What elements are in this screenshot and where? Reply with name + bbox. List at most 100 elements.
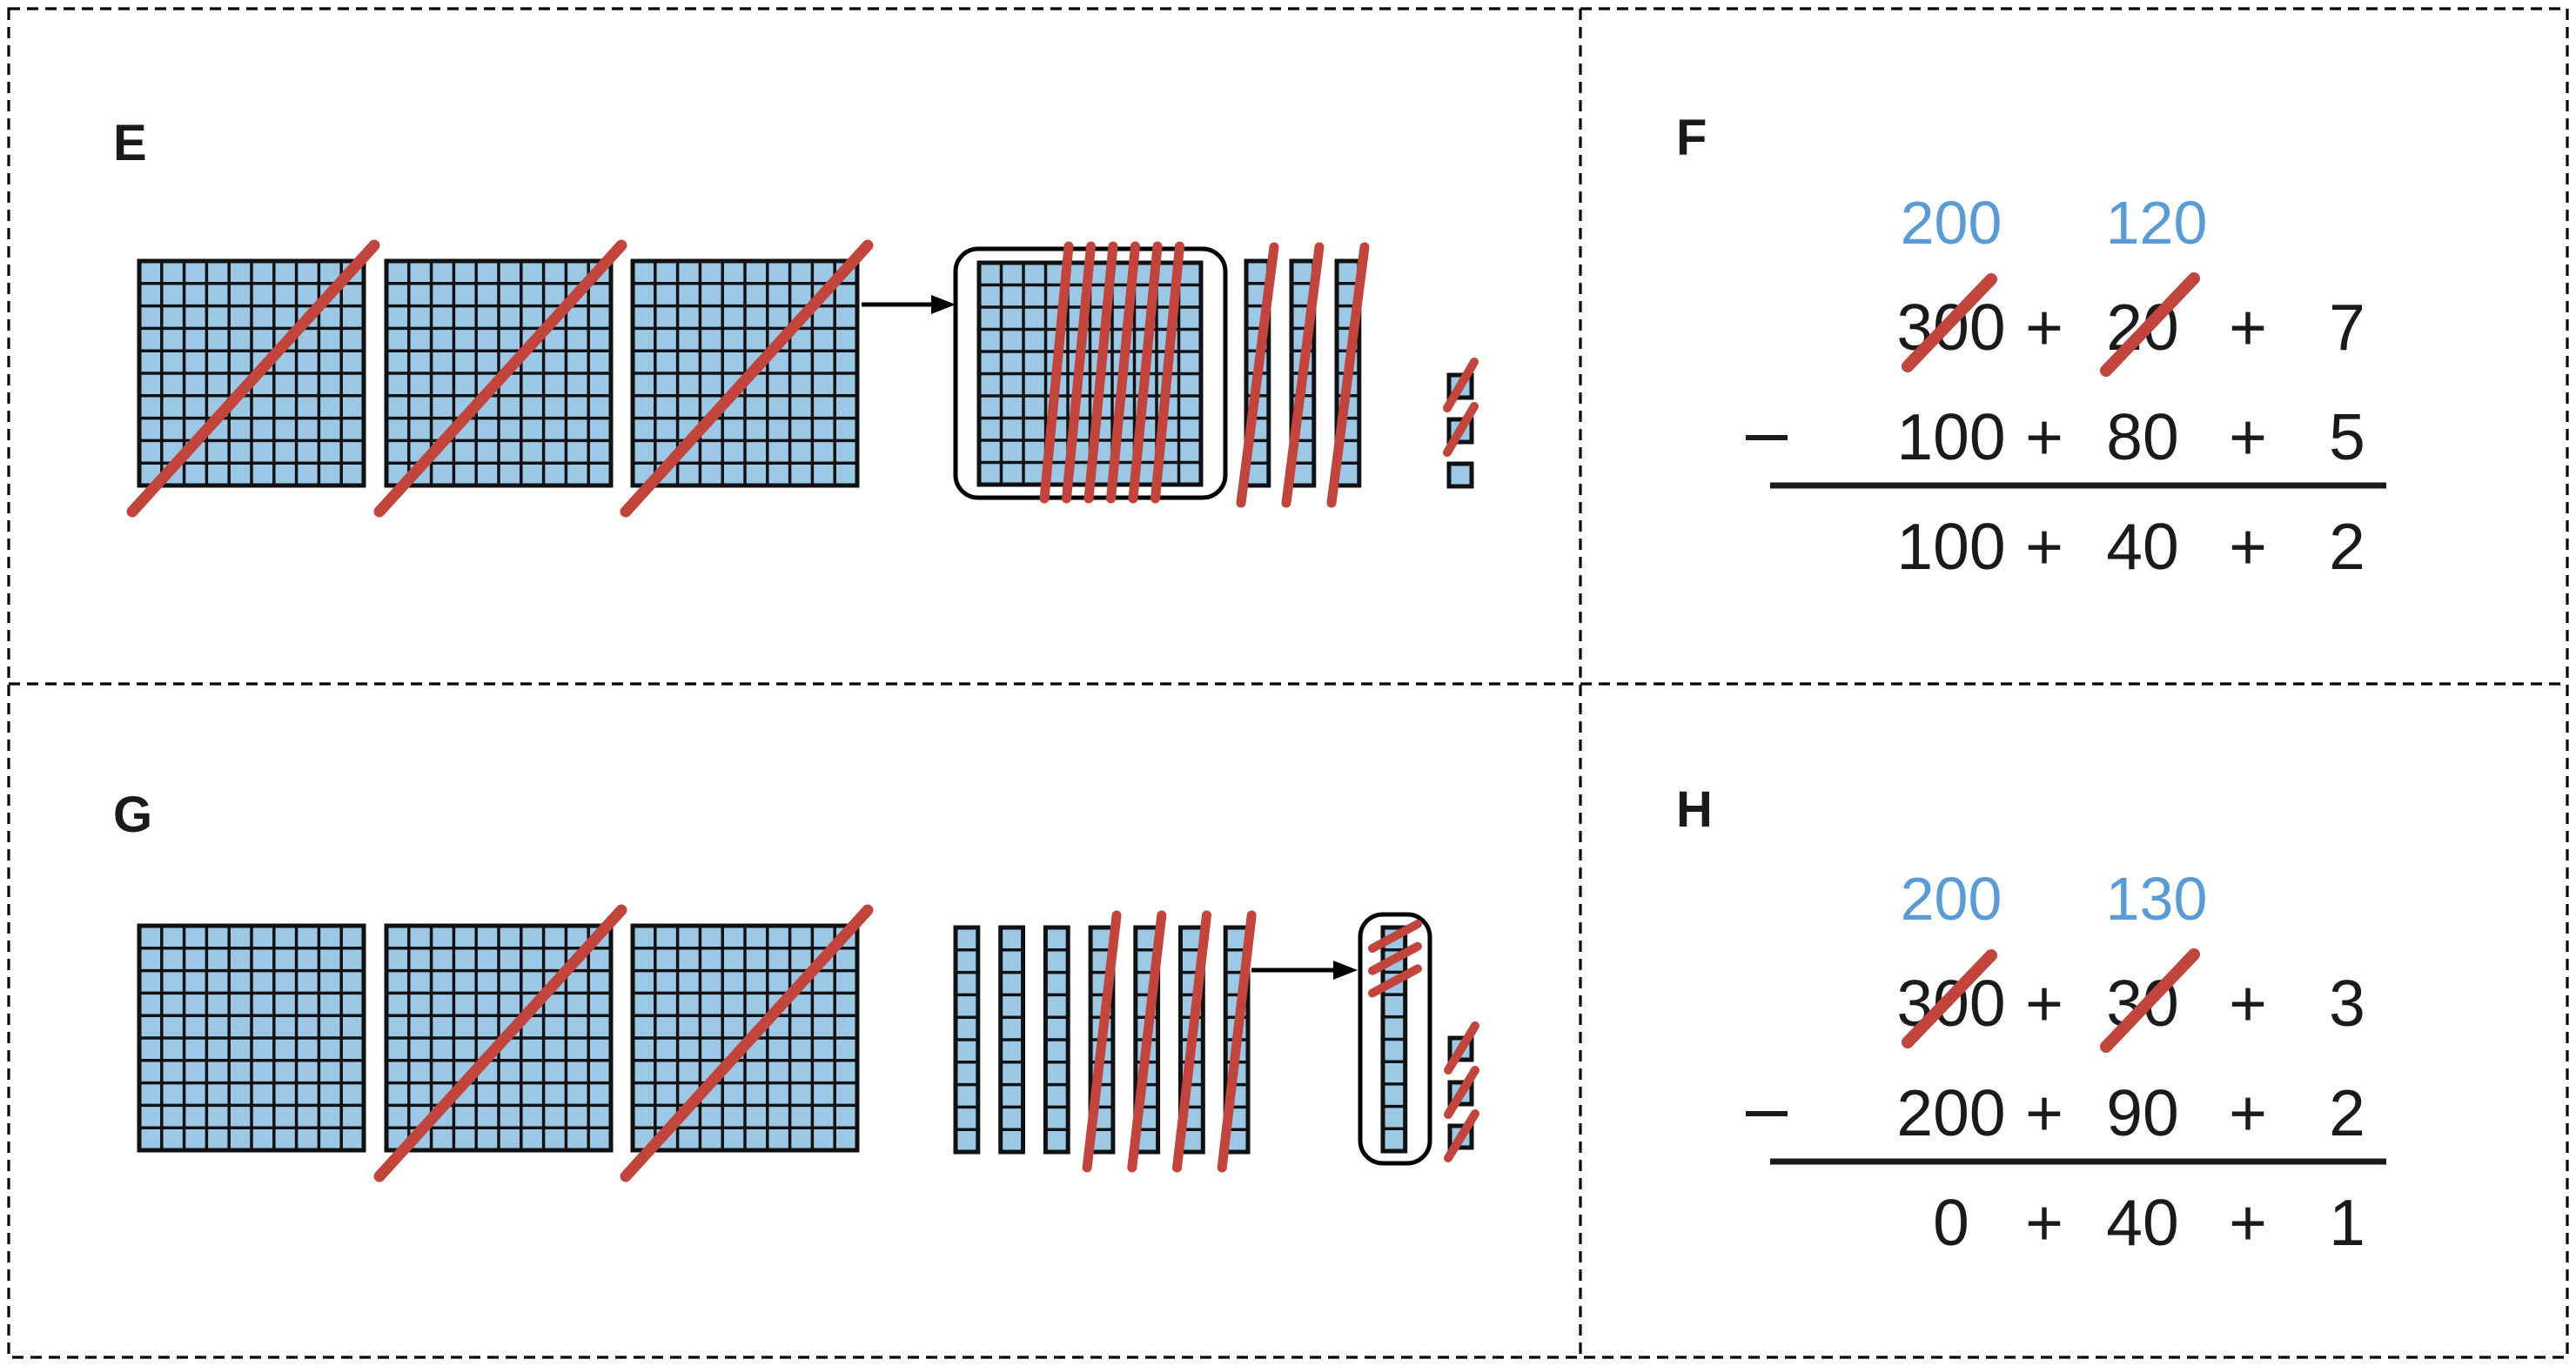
decomposed-ten-cross-slash [1150, 241, 1184, 504]
tens-rod-border [1088, 925, 1116, 1155]
ones-unit-border [1447, 1123, 1474, 1150]
arrow-head-icon [1333, 961, 1358, 980]
tens-rod-border [1244, 258, 1271, 488]
panel-e-label: E [113, 115, 147, 171]
plus-sign: + [2025, 510, 2063, 583]
decomposed-ten-cross-slash [1106, 241, 1140, 504]
ones-unit-border [1446, 461, 1474, 489]
ten-cross-slash [1127, 910, 1167, 1173]
ten-cross-slash [1281, 242, 1325, 508]
plus-sign: + [2025, 967, 2063, 1040]
decomposed-one-cross-slash [1368, 941, 1422, 975]
plus-sign: + [2229, 291, 2267, 364]
plus-sign: + [2229, 510, 2267, 583]
tens-rod-border [1223, 925, 1251, 1155]
subtrahend-ones: 5 [2329, 400, 2365, 473]
tens-rod-border [1043, 925, 1070, 1155]
outer-dashed-border [7, 7, 2569, 1359]
hundreds-block [384, 923, 614, 1153]
difference-tens: 40 [2106, 510, 2178, 583]
plus-sign: + [2229, 1186, 2267, 1259]
tens-rod [1043, 925, 1070, 1155]
tens-rod [998, 925, 1025, 1155]
minuend-tens-cross-slash [2100, 272, 2200, 377]
hundred-cross-slash [373, 239, 627, 518]
decompose-hundred-arrow [862, 295, 956, 314]
ten-cross-slash [1326, 242, 1370, 508]
one-cross-slash [1443, 402, 1479, 457]
difference-ones: 2 [2329, 510, 2365, 583]
difference-ones: 1 [2329, 1186, 2365, 1259]
decomposed-ten-cross-slash [1128, 241, 1163, 504]
ten-cross-slash [1172, 910, 1211, 1173]
ones-unit-fill [1449, 464, 1472, 486]
minuend-tens-cross-slash [2100, 948, 2200, 1053]
panel-e-block-model [126, 239, 1479, 518]
one-cross-slash [1444, 1021, 1479, 1075]
one-cross-slash [1444, 1066, 1479, 1119]
hundred-cross-slash [373, 904, 627, 1182]
hundreds-block-border [630, 923, 860, 1153]
minuend-hundreds-cross-slash [1902, 949, 1997, 1048]
plus-sign: + [2025, 1186, 2063, 1259]
hundreds-block-border [137, 258, 366, 488]
decomposed-ten-cross-slash [1039, 241, 1074, 504]
difference-hundreds: 100 [1896, 510, 2005, 583]
hundred-cross-slash [126, 239, 380, 518]
ones-unit-border [1446, 372, 1474, 400]
one-cross-slash [1443, 358, 1479, 412]
regrouped-hundreds-value: 200 [1901, 189, 2002, 257]
hundred-cross-slash [620, 904, 874, 1182]
regrouped-hundreds-value: 200 [1901, 865, 2002, 933]
panel-g-block-model [137, 904, 1479, 1182]
plus-sign: + [2229, 967, 2267, 1040]
minuend-ones: 3 [2329, 967, 2365, 1040]
ten-cross-slash [1236, 242, 1279, 508]
ones-unit-border [1447, 1080, 1474, 1107]
hundreds-block-border [384, 923, 614, 1153]
ten-cross-slash [1082, 910, 1122, 1173]
panel-h-label: H [1676, 781, 1713, 838]
tens-rod-border [953, 925, 981, 1155]
subtrahend-ones: 2 [2329, 1076, 2365, 1149]
plus-sign: + [2025, 1076, 2063, 1149]
tens-rod-border [1334, 258, 1362, 488]
decomposed-ten-cross-slash [1062, 241, 1096, 504]
hundred-cross-slash [620, 239, 874, 518]
arrow-head-icon [931, 295, 956, 314]
one-cross-slash [1444, 1109, 1479, 1162]
tens-rod-border [998, 925, 1025, 1155]
regrouped-tens-value: 120 [2106, 189, 2208, 257]
ten-cross-slash [1217, 910, 1257, 1173]
plus-sign: + [2229, 1076, 2267, 1149]
subtrahend-hundreds: 200 [1896, 1076, 2005, 1149]
tens-rod-border [1289, 258, 1317, 488]
subtrahend-tens: 80 [2106, 400, 2178, 473]
panel-g-label: G [113, 787, 152, 843]
decomposed-ten-rod-border [1380, 925, 1408, 1154]
minuend-ones: 7 [2329, 291, 2365, 364]
plus-sign: + [2229, 400, 2267, 473]
subtrahend-hundreds: 100 [1896, 400, 2005, 473]
plus-sign: + [2025, 291, 2063, 364]
subtrahend-tens: 90 [2106, 1076, 2178, 1149]
tens-rod-border [1178, 925, 1205, 1155]
decomposed-ten-cross-slash [1083, 241, 1118, 504]
hundreds-block-border [137, 923, 366, 1153]
hundreds-block-border [384, 258, 614, 488]
ones-unit-border [1446, 417, 1474, 445]
decomposed-ten-box [1358, 912, 1432, 1166]
decomposed-one-cross-slash [1368, 920, 1422, 953]
hundreds-block-border [630, 258, 860, 488]
ones-unit-border [1447, 1035, 1474, 1062]
panel-f-label: F [1676, 110, 1707, 166]
regrouped-tens-value: 130 [2106, 865, 2208, 933]
tens-rod-border [1133, 925, 1161, 1155]
minuend-hundreds-cross-slash [1902, 273, 1997, 372]
decompose-ten-arrow [1251, 961, 1358, 980]
difference-tens: 40 [2106, 1186, 2178, 1259]
